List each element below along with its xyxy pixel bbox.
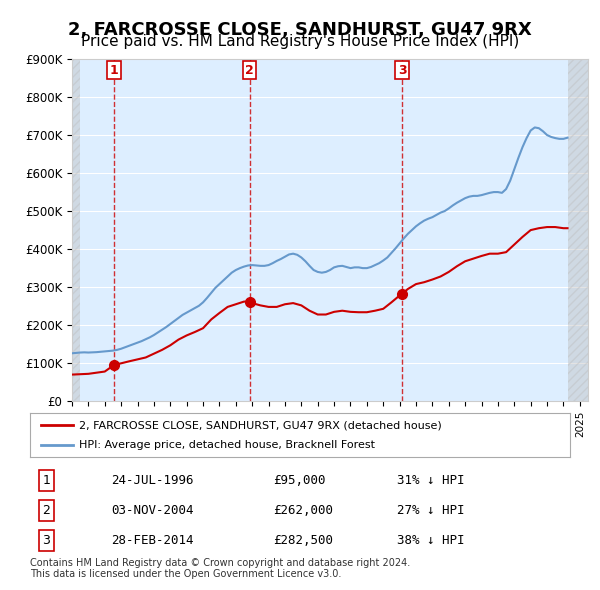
Text: Contains HM Land Registry data © Crown copyright and database right 2024.
This d: Contains HM Land Registry data © Crown c…: [30, 558, 410, 579]
Text: 38% ↓ HPI: 38% ↓ HPI: [397, 534, 465, 547]
Text: 1: 1: [110, 64, 118, 77]
Text: £262,000: £262,000: [273, 504, 333, 517]
Bar: [568, 59, 588, 401]
Bar: [72, 59, 80, 401]
Text: HPI: Average price, detached house, Bracknell Forest: HPI: Average price, detached house, Brac…: [79, 440, 374, 450]
Text: 2, FARCROSSE CLOSE, SANDHURST, GU47 9RX: 2, FARCROSSE CLOSE, SANDHURST, GU47 9RX: [68, 21, 532, 39]
Text: 31% ↓ HPI: 31% ↓ HPI: [397, 474, 465, 487]
Text: Price paid vs. HM Land Registry's House Price Index (HPI): Price paid vs. HM Land Registry's House …: [81, 34, 519, 49]
Text: 3: 3: [398, 64, 407, 77]
Text: 3: 3: [42, 534, 50, 547]
Text: £95,000: £95,000: [273, 474, 325, 487]
Text: 2: 2: [42, 504, 50, 517]
Text: 28-FEB-2014: 28-FEB-2014: [111, 534, 193, 547]
Text: 03-NOV-2004: 03-NOV-2004: [111, 504, 193, 517]
Text: 2, FARCROSSE CLOSE, SANDHURST, GU47 9RX (detached house): 2, FARCROSSE CLOSE, SANDHURST, GU47 9RX …: [79, 421, 442, 430]
Text: 27% ↓ HPI: 27% ↓ HPI: [397, 504, 465, 517]
Text: 2: 2: [245, 64, 254, 77]
Text: 24-JUL-1996: 24-JUL-1996: [111, 474, 193, 487]
Text: £282,500: £282,500: [273, 534, 333, 547]
Text: 1: 1: [42, 474, 50, 487]
